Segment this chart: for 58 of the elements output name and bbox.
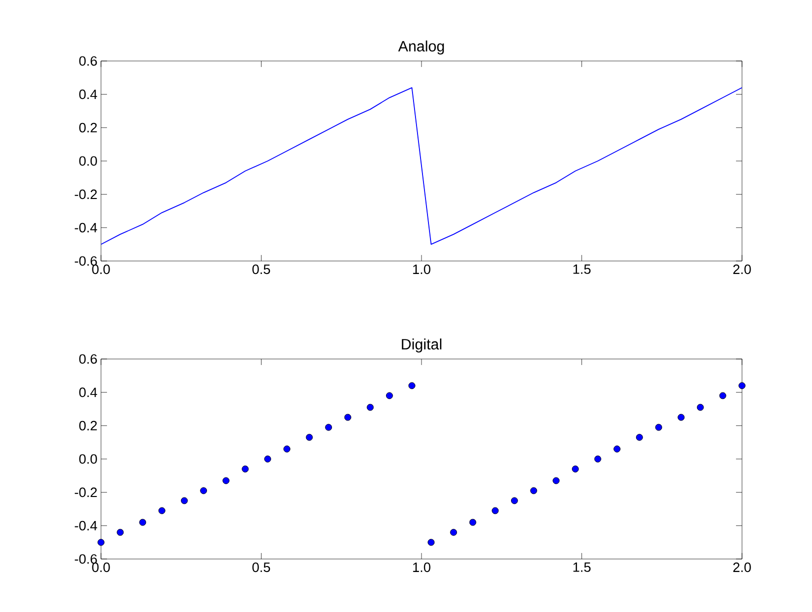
point xyxy=(200,487,208,494)
x-tick-label: 1.0 xyxy=(413,264,430,274)
x-tick-label: 2.0 xyxy=(733,264,751,274)
point xyxy=(180,497,188,504)
y-tick-label: 0.4 xyxy=(79,90,98,100)
y-tick-label: 0.2 xyxy=(79,122,97,132)
x-tick-label: 1.0 xyxy=(413,562,430,572)
y-tick-label: 0.6 xyxy=(79,56,97,66)
x-tick-label: 0.5 xyxy=(252,562,270,572)
point xyxy=(655,424,662,431)
point xyxy=(139,518,146,526)
point xyxy=(264,456,272,462)
chart-title: Analog xyxy=(398,40,444,54)
point xyxy=(511,497,518,504)
point xyxy=(450,528,458,536)
point xyxy=(614,446,620,452)
point xyxy=(325,424,332,431)
point xyxy=(283,446,290,452)
y-tick-label: -0.4 xyxy=(74,520,98,530)
point xyxy=(408,382,416,390)
point xyxy=(306,434,313,441)
x-tick-label: 1.5 xyxy=(573,562,591,572)
point xyxy=(738,382,746,390)
y-tick-label: -0.2 xyxy=(74,488,97,498)
y-tick-label: 0.6 xyxy=(79,354,97,364)
y-tick-label: -0.6 xyxy=(74,554,97,564)
point xyxy=(116,528,124,536)
point xyxy=(98,538,104,546)
y-tick-label: -0.2 xyxy=(74,190,97,200)
point xyxy=(696,404,704,411)
x-tick-label: 2.0 xyxy=(733,562,751,572)
point xyxy=(678,414,685,421)
point xyxy=(492,507,499,514)
point xyxy=(552,477,560,484)
point xyxy=(158,507,166,514)
y-tick-label: 0.4 xyxy=(79,388,98,398)
y-tick-label: 0.0 xyxy=(79,156,97,166)
point xyxy=(719,392,726,400)
y-tick-label: -0.4 xyxy=(74,222,98,232)
point xyxy=(594,456,602,462)
chart-title: Digital xyxy=(402,338,442,352)
point xyxy=(530,487,538,494)
point xyxy=(366,404,374,411)
x-tick-label: 0.5 xyxy=(252,264,270,274)
point xyxy=(222,477,230,484)
point xyxy=(636,434,643,441)
point xyxy=(386,392,393,400)
point xyxy=(469,518,476,526)
y-tick-label: -0.6 xyxy=(74,256,97,266)
y-tick-label: 0.2 xyxy=(79,420,97,430)
point xyxy=(242,466,249,472)
x-tick-label: 0.0 xyxy=(92,562,110,572)
x-tick-label: 1.5 xyxy=(573,264,591,274)
point xyxy=(344,414,352,421)
point xyxy=(428,538,435,546)
x-tick-label: 0.0 xyxy=(92,264,110,274)
point xyxy=(572,466,579,472)
y-tick-label: 0.0 xyxy=(79,454,97,464)
